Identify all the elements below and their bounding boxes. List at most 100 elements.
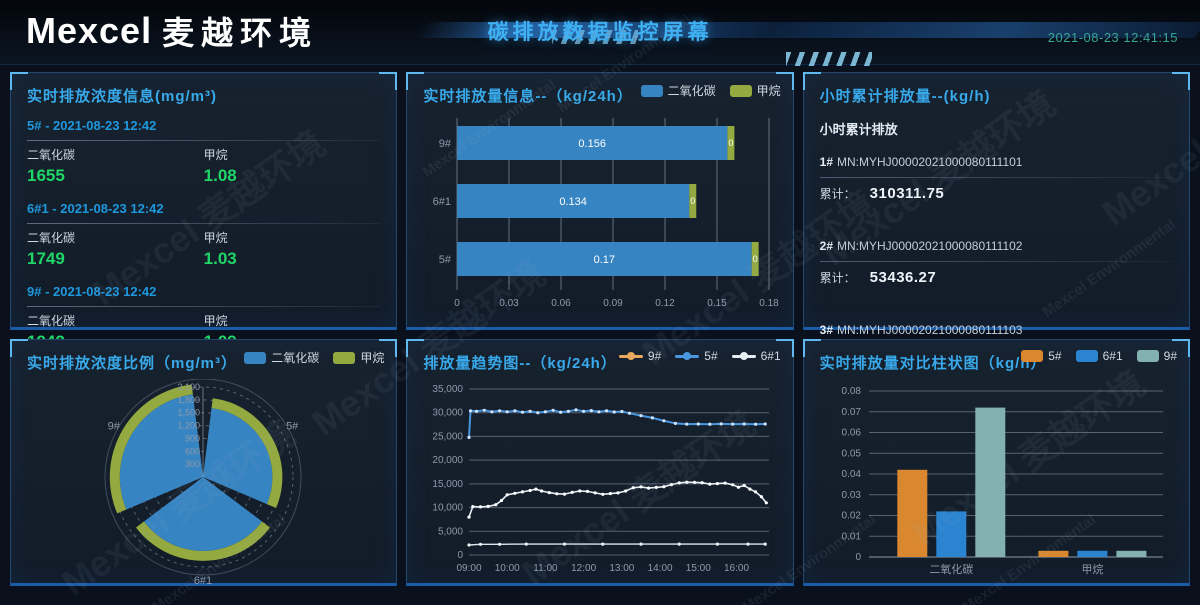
svg-text:09:00: 09:00 — [456, 563, 481, 574]
svg-text:0.09: 0.09 — [603, 298, 623, 309]
svg-text:0: 0 — [728, 138, 733, 148]
subtitle: 小时累计排放 — [819, 122, 898, 137]
svg-text:10,000: 10,000 — [432, 503, 463, 514]
total-value: 53436.27 — [869, 269, 937, 286]
page-title: 碳排放数据监控屏幕 — [487, 21, 713, 44]
co2-label: 二氧化碳 — [27, 148, 76, 162]
svg-text:0.02: 0.02 — [842, 511, 862, 522]
panel-emission-comparison: 5# 6#1 9# 实时排放量对比柱状图（kg/h） 0.08 0.07 0.06 0… — [802, 339, 1191, 586]
svg-text:9#: 9# — [439, 138, 452, 150]
logo: Mexcel 麦越环境 — [26, 8, 318, 54]
divider — [27, 306, 381, 307]
hourly-item-1: 1# MN:MYHJ00002021000080111101 累计： 310311.… — [819, 155, 1173, 203]
co2-value: 1749 — [27, 249, 65, 268]
panel-title: 实时排放浓度比例（mg/m³） — [27, 355, 238, 372]
concentration-rose-chart: 2,100 1,800 1,500 1,200 900 600 300 5# 6#1 9# — [104, 379, 302, 585]
emission-hbar-chart: 0 0.03 0.06 0.09 0.12 0.15 0.18 0.156 0 9# 0.134 0 6… — [433, 118, 779, 309]
ch4-value: 1.08 — [203, 166, 237, 185]
device-id: 3# — [819, 323, 834, 337]
svg-text:16:00: 16:00 — [724, 563, 749, 574]
svg-text:12:00: 12:00 — [571, 563, 596, 574]
ch4-label: 甲烷 — [203, 231, 228, 245]
svg-text:0.06: 0.06 — [551, 298, 571, 309]
svg-text:0: 0 — [753, 254, 758, 264]
panel-emission-bars: 二氧化碳 甲烷 实时排放量信息--（kg/24h） 0 0.03 0.06 0.09 0… — [406, 72, 794, 330]
page-title-wrap: 碳排放数据监控屏幕 — [488, 16, 713, 46]
legend-item-ch4[interactable]: 甲烷 — [729, 82, 781, 99]
ch4-label: 甲烷 — [203, 148, 228, 162]
svg-text:6#1: 6#1 — [433, 196, 451, 208]
legend-item-5[interactable]: 5# — [675, 349, 718, 363]
svg-text:0: 0 — [454, 298, 460, 309]
panel-title: 实时排放浓度信息(mg/m³) — [27, 88, 217, 105]
legend-swatch — [244, 351, 267, 364]
legend-marker — [731, 352, 756, 360]
legend-label: 5# — [704, 349, 718, 363]
legend-swatch — [1021, 350, 1044, 362]
svg-text:30,000: 30,000 — [432, 408, 463, 419]
legend-label: 二氧化碳 — [667, 84, 716, 98]
total-label: 累计： — [819, 187, 856, 201]
device-id: 1# — [819, 155, 834, 169]
legend-item-9[interactable]: 9# — [618, 349, 661, 363]
svg-text:10:00: 10:00 — [495, 563, 520, 574]
svg-text:二氧化碳: 二氧化碳 — [930, 562, 974, 576]
header-stripes-icon — [786, 52, 872, 66]
svg-text:900: 900 — [185, 433, 200, 443]
panel-title: 实时排放量信息--（kg/24h） — [423, 88, 633, 105]
svg-text:0.156: 0.156 — [578, 138, 606, 150]
divider — [27, 140, 381, 141]
legend-swatch — [1075, 350, 1098, 362]
co2-label: 二氧化碳 — [27, 231, 76, 245]
svg-text:0.07: 0.07 — [842, 407, 862, 418]
logo-text-cn: 麦越环境 — [162, 15, 319, 51]
svg-text:20,000: 20,000 — [432, 455, 463, 466]
svg-text:1,200: 1,200 — [177, 421, 200, 431]
panel-title: 排放量趋势图--（kg/24h） — [423, 355, 617, 372]
mn-code: MN:MYHJ00002021000080111101 — [837, 155, 1023, 169]
total-value: 310311.75 — [869, 185, 945, 202]
legend-marker — [675, 352, 700, 360]
svg-text:1,800: 1,800 — [177, 395, 200, 405]
panel-title: 小时累计排放量--(kg/h) — [819, 88, 991, 105]
svg-text:0.03: 0.03 — [842, 490, 862, 501]
legend-item-5[interactable]: 5# — [1021, 349, 1062, 363]
legend-label: 9# — [1163, 349, 1177, 363]
divider — [27, 223, 381, 224]
svg-text:0: 0 — [690, 196, 695, 206]
legend: 5# 6#1 9# — [1007, 349, 1177, 363]
svg-text:35,000: 35,000 — [432, 384, 463, 395]
svg-text:5,000: 5,000 — [438, 526, 463, 537]
svg-text:0.01: 0.01 — [842, 531, 862, 542]
legend-label: 甲烷 — [756, 84, 781, 98]
legend-label: 6#1 — [760, 349, 781, 363]
legend-item-co2[interactable]: 二氧化碳 — [244, 349, 319, 366]
svg-text:15:00: 15:00 — [686, 563, 711, 574]
logo-text-en: Mexcel — [26, 10, 153, 51]
svg-text:300: 300 — [185, 459, 200, 469]
legend-item-9[interactable]: 9# — [1136, 349, 1177, 363]
legend-item-ch4[interactable]: 甲烷 — [333, 349, 384, 366]
svg-text:600: 600 — [185, 446, 200, 456]
svg-text:1,500: 1,500 — [177, 408, 200, 418]
total-label: 累计： — [819, 271, 856, 285]
legend-swatch — [333, 351, 356, 364]
dashboard-grid: 实时排放浓度信息(mg/m³) 5# - 2021-08-23 12:42 二氧… — [0, 65, 1200, 596]
svg-text:0.03: 0.03 — [499, 298, 519, 309]
legend-marker — [618, 352, 643, 360]
svg-text:13:00: 13:00 — [609, 563, 634, 574]
svg-text:0.06: 0.06 — [842, 428, 862, 439]
ch4-label: 甲烷 — [203, 314, 228, 328]
concentration-group-5: 5# - 2021-08-23 12:42 二氧化碳 1655 甲烷 1.08 — [27, 118, 381, 186]
svg-text:0: 0 — [457, 550, 463, 561]
svg-text:5#: 5# — [286, 421, 299, 433]
legend-item-6-1[interactable]: 6#1 — [1075, 349, 1123, 363]
svg-text:25,000: 25,000 — [432, 431, 463, 442]
legend-item-co2[interactable]: 二氧化碳 — [640, 82, 716, 99]
concentration-group-6-1: 6#1 - 2021-08-23 12:42 二氧化碳 1749 甲烷 1.03 — [27, 201, 381, 269]
legend-item-6-1[interactable]: 6#1 — [731, 349, 781, 363]
hourly-item-2: 2# MN:MYHJ00002021000080111102 累计： 53436.2… — [819, 239, 1173, 287]
svg-text:0.134: 0.134 — [559, 196, 587, 208]
svg-text:0.04: 0.04 — [842, 469, 862, 480]
svg-text:0.15: 0.15 — [707, 298, 727, 309]
